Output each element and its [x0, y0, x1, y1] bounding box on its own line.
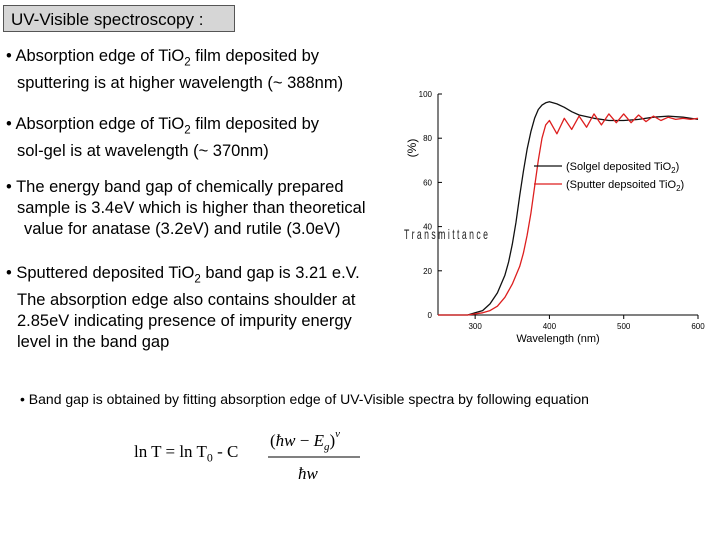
y-tick-label: 0 [428, 311, 433, 320]
equation-fraction: (ħw − Eg)ν ħw [268, 428, 360, 483]
chart-axes [437, 94, 698, 316]
bullet-line: level in the band gap [17, 333, 170, 352]
series-line-sputter [438, 113, 699, 316]
x-tick-label: 300 [468, 322, 482, 331]
legend-label-solgel: (Solgel deposited TiO2) [566, 161, 679, 175]
x-axis-label: Wavelength (nm) [516, 333, 599, 345]
bullet-line: sol-gel is at wavelength (~ 370nm) [17, 142, 269, 161]
bullet-line: value for anatase (3.2eV) and rutile (3.… [24, 220, 341, 238]
bullet-line: The absorption edge also contains should… [17, 291, 356, 310]
bullet-line: • Sputtered deposited TiO2 band gap is 3… [6, 264, 360, 286]
equation-numerator: (ħw − Eg)ν [270, 428, 340, 453]
series-line-solgel [438, 101, 699, 316]
bullet-line: • The energy band gap of chemically prep… [6, 178, 344, 196]
equation-denominator: ħw [298, 464, 319, 483]
y-axis-label-fragment: T r a n s m i t t a n c e [404, 226, 488, 242]
bullet-sputtering-edge: • Absorption edge of TiO2 film deposited… [6, 46, 343, 94]
transmittance-chart: 300 400 500 600 0 20 40 60 80 100 T r a n s m i t… [404, 90, 706, 345]
bullet-fitting-equation: • Band gap is obtained by fitting absorp… [20, 391, 589, 407]
y-tick-label: 80 [423, 134, 432, 143]
y-tick-label: 40 [423, 223, 432, 232]
slide-title: UV-Visible spectroscopy : [3, 5, 235, 32]
chart-series [438, 101, 699, 316]
chart-legend: (Solgel deposited TiO2) (Sputter depsoit… [534, 161, 684, 193]
bullet-sputtered-band-gap: • Sputtered deposited TiO2 band gap is 3… [6, 263, 360, 353]
bullet-line: sputtering is at higher wavelength (~ 38… [17, 74, 344, 93]
x-tick-label: 400 [543, 322, 557, 331]
y-tick-label: 20 [423, 267, 432, 276]
equation-lhs: ln T = ln T0 - C [134, 442, 239, 465]
bullet-solgel-edge: • Absorption edge of TiO2 film deposited… [6, 114, 319, 162]
legend-label-sputter: (Sputter depsoited TiO2) [566, 179, 684, 193]
bullet-line: sample is 3.4eV which is higher than the… [17, 199, 366, 217]
y-axis-label: (%) [405, 139, 419, 158]
y-tick-label: 100 [419, 90, 433, 99]
bullet-line: • Absorption edge of TiO2 film deposited… [6, 47, 320, 69]
chart-ticks: 300 400 500 600 0 20 40 60 80 100 [419, 90, 706, 331]
y-tick-label: 60 [423, 178, 432, 187]
x-tick-label: 500 [617, 322, 631, 331]
x-tick-label: 600 [691, 322, 705, 331]
bullet-band-gap-chemical: • The energy band gap of chemically prep… [6, 177, 366, 240]
bullet-line: 2.85eV indicating presence of impurity e… [17, 312, 352, 331]
bullet-line: • Absorption edge of TiO2 film deposited… [6, 115, 320, 137]
